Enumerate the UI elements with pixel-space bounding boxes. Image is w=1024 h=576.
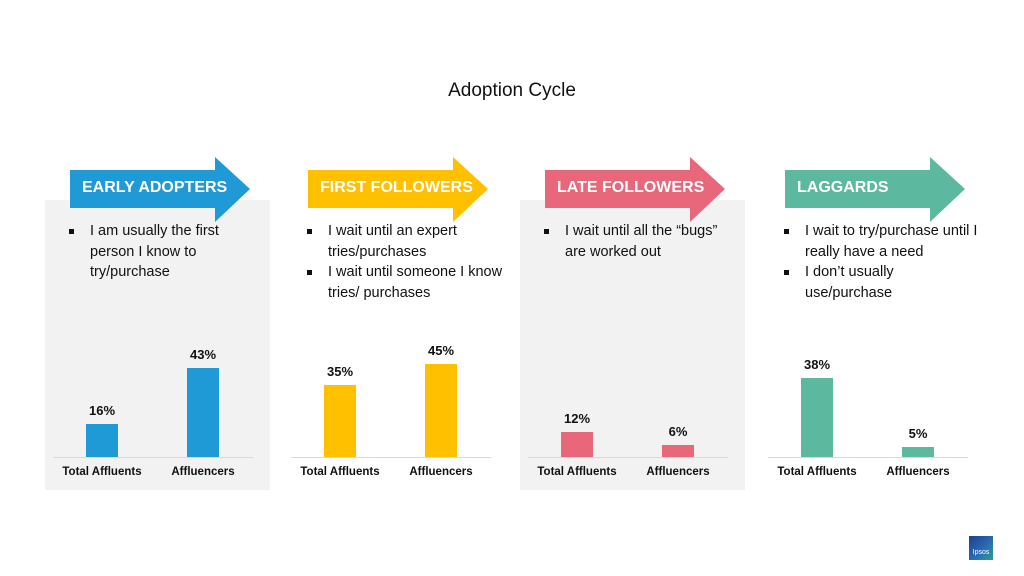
panel-first-followers: FIRST FOLLOWERS I wait until an expert tr… — [283, 157, 508, 490]
x-axis-line — [53, 457, 253, 458]
category-label: Total Affluents — [62, 466, 142, 478]
x-axis-line — [528, 457, 728, 458]
bar-total-affluents — [561, 432, 593, 457]
data-label: 12% — [563, 411, 591, 427]
panel-early-adopters: EARLY ADOPTERS I am usually the first per… — [45, 157, 270, 490]
category-label: Affluencers — [409, 466, 473, 478]
ipsos-logo: Ipsos — [969, 536, 993, 560]
data-label: 6% — [668, 423, 688, 439]
stage-arrow: LAGGARDS — [785, 157, 965, 222]
slide-title: Adoption Cycle — [448, 80, 576, 101]
stage-arrow: FIRST FOLLOWERS — [308, 157, 488, 222]
bullet-list: I wait until an expert tries/purchases I … — [305, 221, 505, 303]
data-label: 38% — [803, 357, 831, 373]
stage-label: LAGGARDS — [797, 179, 889, 196]
stage-arrow: LATE FOLLOWERS — [545, 157, 725, 222]
arrow-icon — [308, 157, 488, 222]
data-label: 35% — [326, 363, 354, 379]
bullet-item: I am usually the first person I know to … — [67, 221, 267, 283]
bullet-item: I wait until an expert tries/purchases — [305, 221, 505, 262]
data-label: 43% — [189, 346, 217, 362]
bar-total-affluents — [86, 423, 118, 457]
panel-late-followers: LATE FOLLOWERS I wait until all the “bugs… — [520, 157, 745, 490]
arrow-icon — [785, 157, 965, 222]
bullet-item: I wait until someone I know tries/ purch… — [305, 262, 505, 303]
panel-laggards: LAGGARDS I wait to try/purchase until I r… — [760, 157, 985, 490]
bullet-list: I wait until all the “bugs” are worked o… — [542, 221, 742, 262]
arrow-icon — [545, 157, 725, 222]
bar-affluencers — [187, 367, 219, 457]
bar-affluencers — [662, 444, 694, 457]
bullet-item: I wait until all the “bugs” are worked o… — [542, 221, 742, 262]
stage-label: FIRST FOLLOWERS — [320, 179, 473, 196]
x-axis-line — [291, 457, 491, 458]
bullet-item: I don’t usually use/purchase — [782, 262, 982, 303]
bullet-list: I wait to try/purchase until I really ha… — [782, 221, 982, 303]
panel-background — [45, 200, 270, 490]
data-label: 16% — [88, 402, 116, 418]
category-label: Affluencers — [646, 466, 710, 478]
stage-label: EARLY ADOPTERS — [82, 179, 228, 196]
category-label: Total Affluents — [537, 466, 617, 478]
stage-arrow: EARLY ADOPTERS — [70, 157, 250, 222]
category-label: Total Affluents — [300, 466, 380, 478]
bullet-list: I am usually the first person I know to … — [67, 221, 267, 283]
data-label: 45% — [427, 342, 455, 358]
category-label: Affluencers — [171, 466, 235, 478]
category-label: Total Affluents — [777, 466, 857, 478]
bullet-item: I wait to try/purchase until I really ha… — [782, 221, 982, 262]
bar-affluencers — [902, 446, 934, 457]
bar-total-affluents — [324, 384, 356, 457]
bar-affluencers — [425, 363, 457, 457]
bar-total-affluents — [801, 378, 833, 457]
stage-label: LATE FOLLOWERS — [557, 179, 705, 196]
panel-background — [520, 200, 745, 490]
data-label: 5% — [908, 425, 928, 441]
x-axis-line — [768, 457, 968, 458]
arrow-icon — [70, 157, 250, 222]
category-label: Affluencers — [886, 466, 950, 478]
